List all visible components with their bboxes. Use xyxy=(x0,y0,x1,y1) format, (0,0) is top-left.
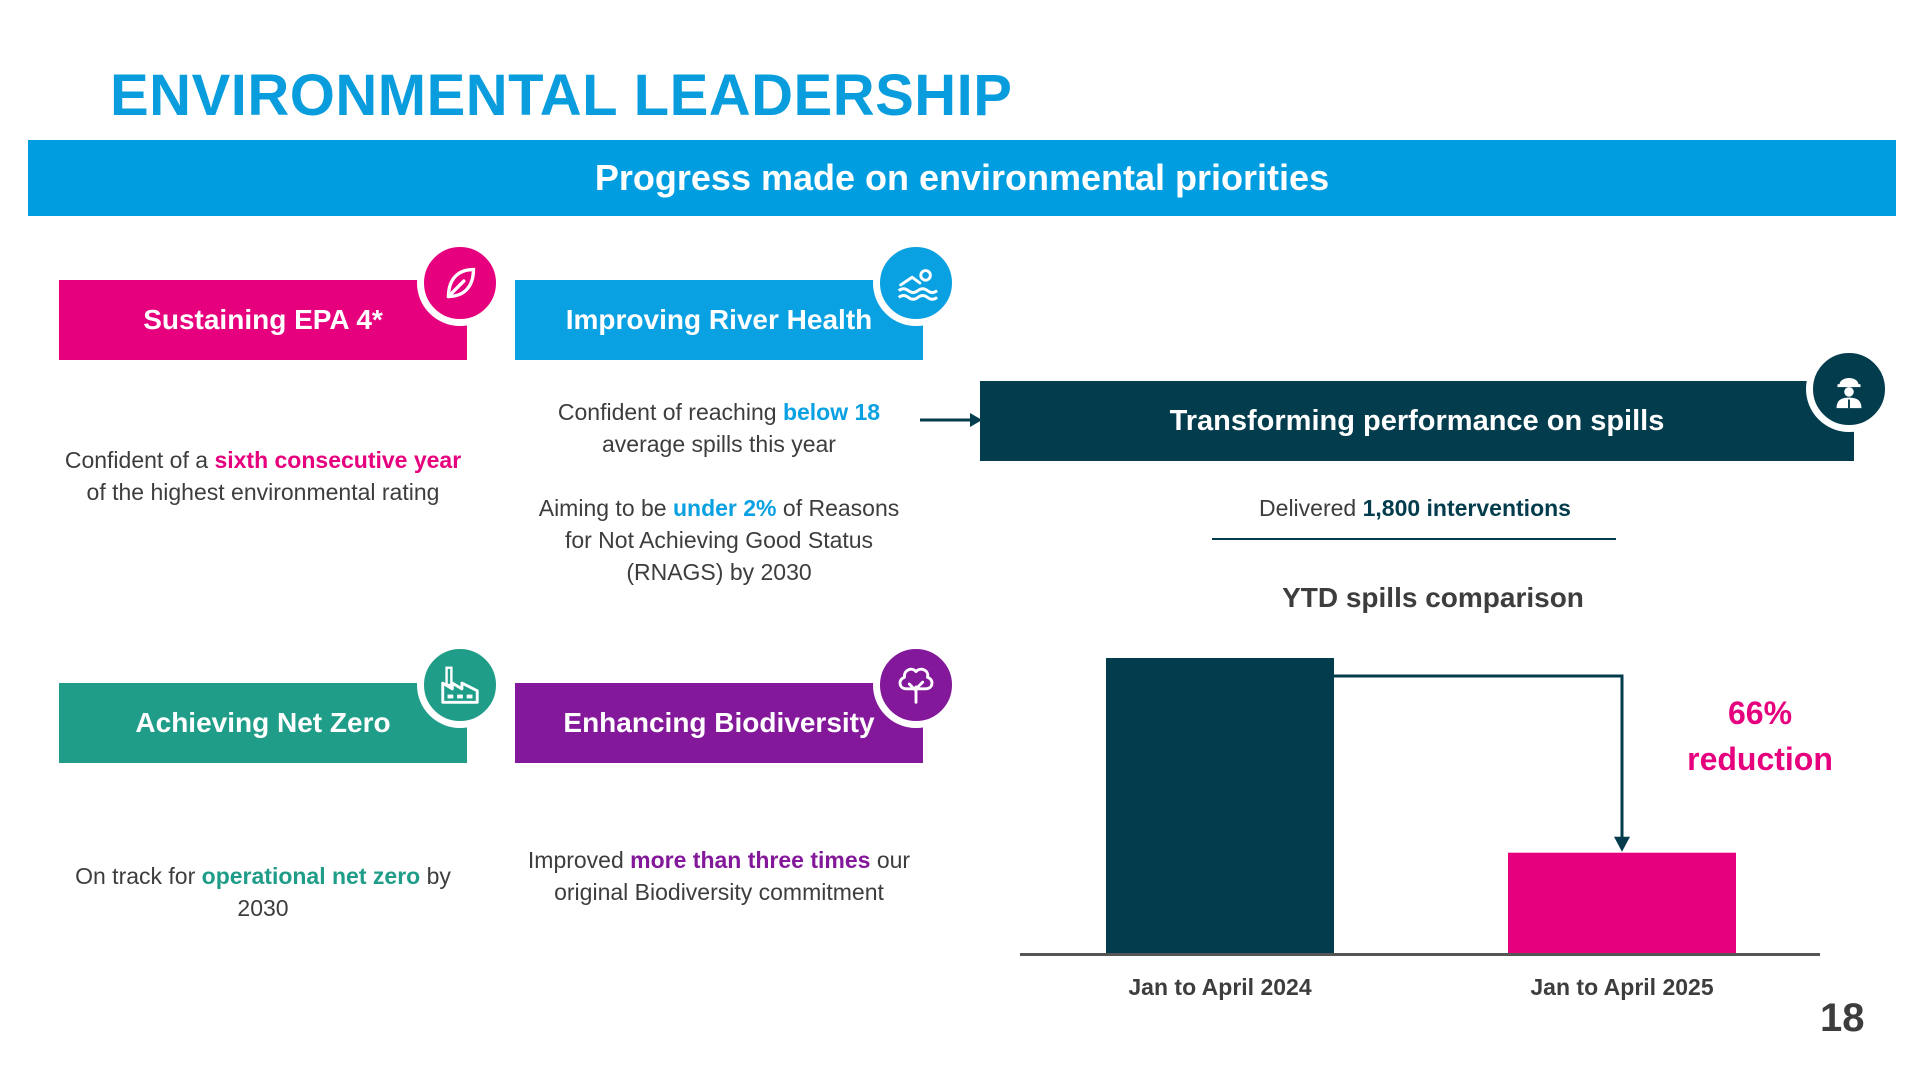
page-number: 18 xyxy=(1820,996,1865,1040)
arrow-right-icon xyxy=(920,413,982,427)
page-title: ENVIRONMENTAL LEADERSHIP xyxy=(110,63,1013,128)
tree-icon xyxy=(873,642,959,728)
tick-label-2024: Jan to April 2024 xyxy=(1128,974,1311,1000)
bar-2025 xyxy=(1508,852,1736,953)
section-banner: Progress made on environmental prioritie… xyxy=(28,140,1896,216)
card-label-epa: Sustaining EPA 4* xyxy=(59,280,467,360)
leaf-icon xyxy=(417,240,503,326)
card-label-river: Improving River Health xyxy=(515,280,923,360)
chart-title: YTD spills comparison xyxy=(1282,582,1584,613)
river-rnags-text: Aiming to be under 2% of Reasons for Not… xyxy=(538,495,900,585)
river-spills-text: Confident of reaching below 18 average s… xyxy=(557,399,881,457)
factory-icon xyxy=(417,642,503,728)
epa-description: Confident of a sixth consecutive year of… xyxy=(64,447,462,505)
card-label-biodiversity: Enhancing Biodiversity xyxy=(515,683,923,763)
worker-icon xyxy=(1806,346,1892,432)
card-label-netzero: Achieving Net Zero xyxy=(59,683,467,763)
reduction-arrowhead xyxy=(1614,836,1630,852)
spills-interventions-text: Delivered 1,800 interventions xyxy=(1259,495,1571,521)
spills-bar-chart: Jan to April 2024 Jan to April 2025 xyxy=(1020,658,1820,1000)
biodiversity-description: Improved more than three times our origi… xyxy=(527,847,911,905)
tick-label-2025: Jan to April 2025 xyxy=(1530,974,1713,1000)
card-label-spills: Transforming performance on spills xyxy=(980,381,1854,461)
netzero-description: On track for operational net zero by 203… xyxy=(75,863,451,921)
reduction-connector xyxy=(1334,674,1624,839)
bar-2024 xyxy=(1106,658,1334,953)
swimmer-icon xyxy=(873,240,959,326)
divider-line xyxy=(1212,538,1616,540)
reduction-annotation: 66% reduction xyxy=(1687,695,1833,777)
